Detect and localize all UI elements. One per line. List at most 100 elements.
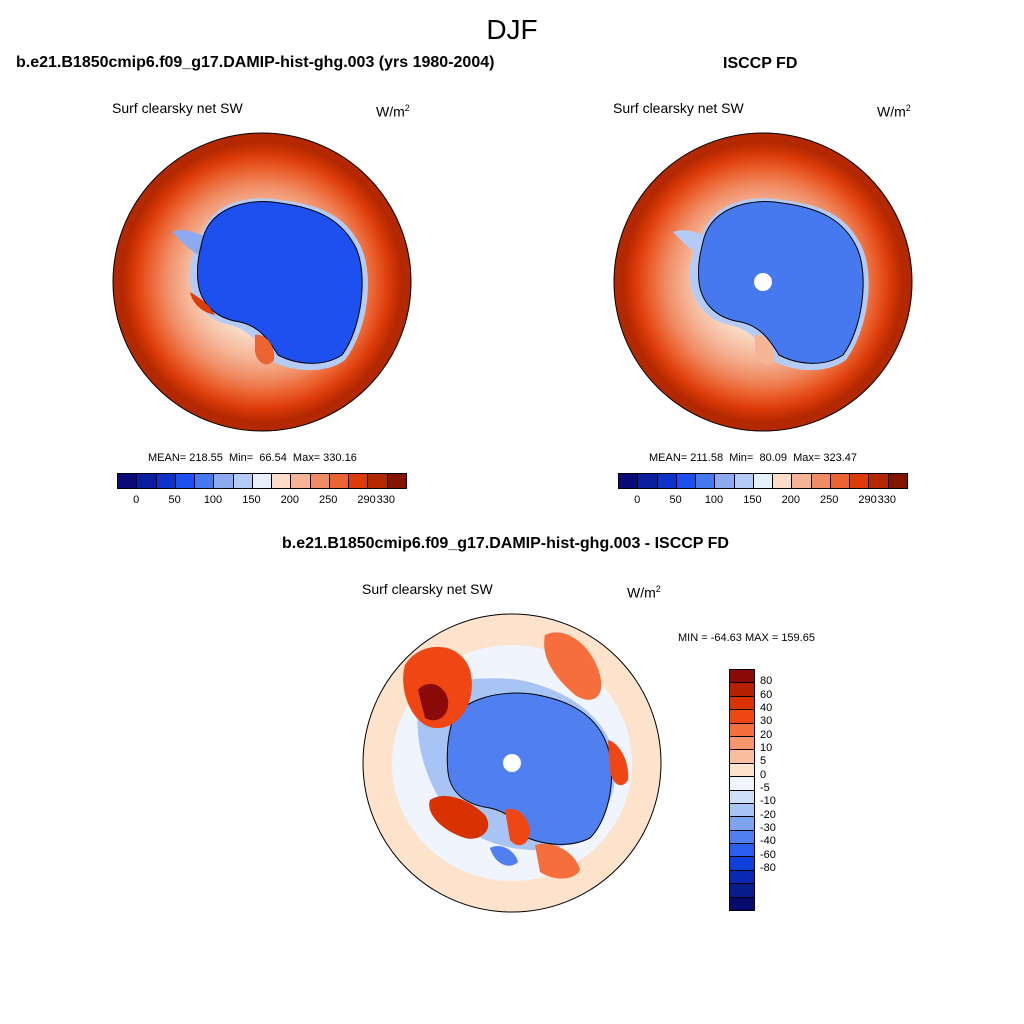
colorbar-swatch — [676, 474, 697, 488]
colorbar-swatch — [730, 710, 754, 724]
diff-colorbar — [729, 669, 755, 911]
colorbar-swatch — [830, 474, 851, 488]
colorbar-tick-label: 250 — [319, 494, 338, 506]
colorbar-swatch — [730, 870, 754, 885]
colorbar-tick-label: -5 — [760, 782, 770, 794]
colorbar-tick-label: 60 — [760, 688, 773, 701]
colorbar-swatch — [233, 474, 253, 488]
colorbar-swatch — [619, 474, 639, 488]
colorbar-tick-label: 100 — [203, 494, 223, 506]
colorbar-swatch — [730, 817, 754, 831]
colorbar-tick-label: -10 — [760, 795, 776, 808]
colorbar-tick-label: 330 — [376, 494, 395, 506]
diff-stats: MIN = -64.63 MAX = 159.65 — [678, 632, 815, 644]
colorbar-tick-label: 5 — [760, 755, 767, 768]
diff-colorbar-ticks: 80 60 40 30 20 10 5 0 -5 -10 -20 -30 -40 -60 -80 — [760, 669, 820, 909]
colorbar-swatch — [214, 474, 234, 488]
obs-units-label: W/m2 — [877, 103, 911, 120]
diff-units-label: W/m2 — [627, 584, 661, 601]
colorbar-swatch — [888, 474, 907, 488]
colorbar-swatch — [175, 474, 196, 488]
colorbar-swatch — [811, 474, 831, 488]
colorbar-tick-label: 0 — [133, 494, 140, 506]
obs-stats: MEAN= 211.58 Min= 80.09 Max= 323.47 — [649, 452, 858, 464]
colorbar-swatch — [792, 474, 812, 488]
colorbar-swatch — [730, 897, 754, 911]
colorbar-tick-label: -40 — [760, 835, 776, 848]
colorbar-tick-label: 330 — [877, 494, 896, 506]
colorbar-tick-label: 50 — [168, 494, 181, 506]
model-variable-label: Surf clearsky net SW — [112, 100, 243, 116]
diff-variable-label: Surf clearsky net SW — [362, 581, 493, 597]
colorbar-tick-label: 40 — [760, 702, 773, 714]
colorbar-swatch — [310, 474, 330, 488]
colorbar-tick-label: 30 — [760, 715, 773, 728]
model-stats: MEAN= 218.55 Min= 66.54 Max= 330.16 — [148, 452, 357, 464]
colorbar-swatch — [753, 474, 774, 488]
obs-polar-map — [614, 133, 912, 431]
colorbar-swatch — [638, 474, 658, 488]
colorbar-swatch — [730, 884, 754, 898]
obs-colorbar — [618, 473, 908, 489]
colorbar-tick-label: 0 — [760, 768, 767, 781]
colorbar-swatch — [730, 670, 754, 684]
colorbar-swatch — [137, 474, 157, 488]
page-title: DJF — [486, 14, 538, 45]
colorbar-swatch — [730, 723, 754, 737]
diff-panel-title: b.e21.B1850cmip6.f09_g17.DAMIP-hist-ghg.… — [282, 535, 729, 552]
colorbar-tick-label: 150 — [743, 494, 762, 506]
colorbar-swatch — [730, 790, 754, 804]
colorbar-tick-label: 150 — [242, 494, 261, 506]
colorbar-swatch — [730, 803, 754, 818]
colorbar-swatch — [730, 696, 754, 711]
colorbar-swatch — [252, 474, 273, 488]
colorbar-swatch — [730, 763, 754, 778]
colorbar-swatch — [715, 474, 735, 488]
colorbar-swatch — [368, 474, 388, 488]
colorbar-swatch — [734, 474, 754, 488]
colorbar-tick-label: 200 — [280, 494, 299, 506]
colorbar-swatch — [730, 736, 754, 751]
colorbar-swatch — [730, 830, 754, 845]
colorbar-tick-label: 290 — [858, 494, 877, 506]
colorbar-swatch — [850, 474, 870, 488]
colorbar-swatch — [730, 683, 754, 697]
colorbar-tick-label: 0 — [634, 494, 641, 506]
colorbar-swatch — [869, 474, 889, 488]
colorbar-tick-label: 80 — [760, 675, 773, 688]
colorbar-swatch — [657, 474, 677, 488]
model-panel-title: b.e21.B1850cmip6.f09_g17.DAMIP-hist-ghg.… — [16, 54, 495, 71]
colorbar-tick-label: 200 — [781, 494, 800, 506]
colorbar-swatch — [730, 750, 754, 764]
colorbar-swatch — [730, 857, 754, 871]
colorbar-swatch — [118, 474, 138, 488]
colorbar-swatch — [195, 474, 215, 488]
colorbar-swatch — [387, 474, 406, 488]
colorbar-tick-label: -30 — [760, 822, 776, 834]
colorbar-swatch — [349, 474, 369, 488]
colorbar-swatch — [730, 844, 754, 858]
colorbar-swatch — [329, 474, 350, 488]
model-polar-map — [113, 133, 411, 431]
colorbar-swatch — [272, 474, 292, 488]
colorbar-swatch — [730, 777, 754, 791]
obs-panel-title: ISCCP FD — [723, 55, 798, 72]
colorbar-tick-label: -20 — [760, 808, 776, 821]
colorbar-swatch — [773, 474, 793, 488]
model-units-label: W/m2 — [376, 103, 410, 120]
colorbar-tick-label: 50 — [669, 494, 682, 506]
obs-variable-label: Surf clearsky net SW — [613, 100, 744, 116]
colorbar-tick-label: -60 — [760, 848, 776, 861]
model-colorbar-ticks: 0 50 100 150 200 250 290 330 — [117, 494, 407, 510]
obs-colorbar-ticks: 0 50 100 150 200 250 290 330 — [618, 494, 908, 510]
diff-polar-map — [363, 614, 661, 912]
colorbar-swatch — [156, 474, 176, 488]
colorbar-tick-label: 290 — [357, 494, 376, 506]
colorbar-swatch — [696, 474, 716, 488]
colorbar-tick-label: 100 — [704, 494, 724, 506]
colorbar-tick-label: 10 — [760, 742, 773, 754]
model-colorbar — [117, 473, 407, 489]
colorbar-tick-label: 250 — [820, 494, 839, 506]
colorbar-tick-label: 20 — [760, 728, 773, 741]
